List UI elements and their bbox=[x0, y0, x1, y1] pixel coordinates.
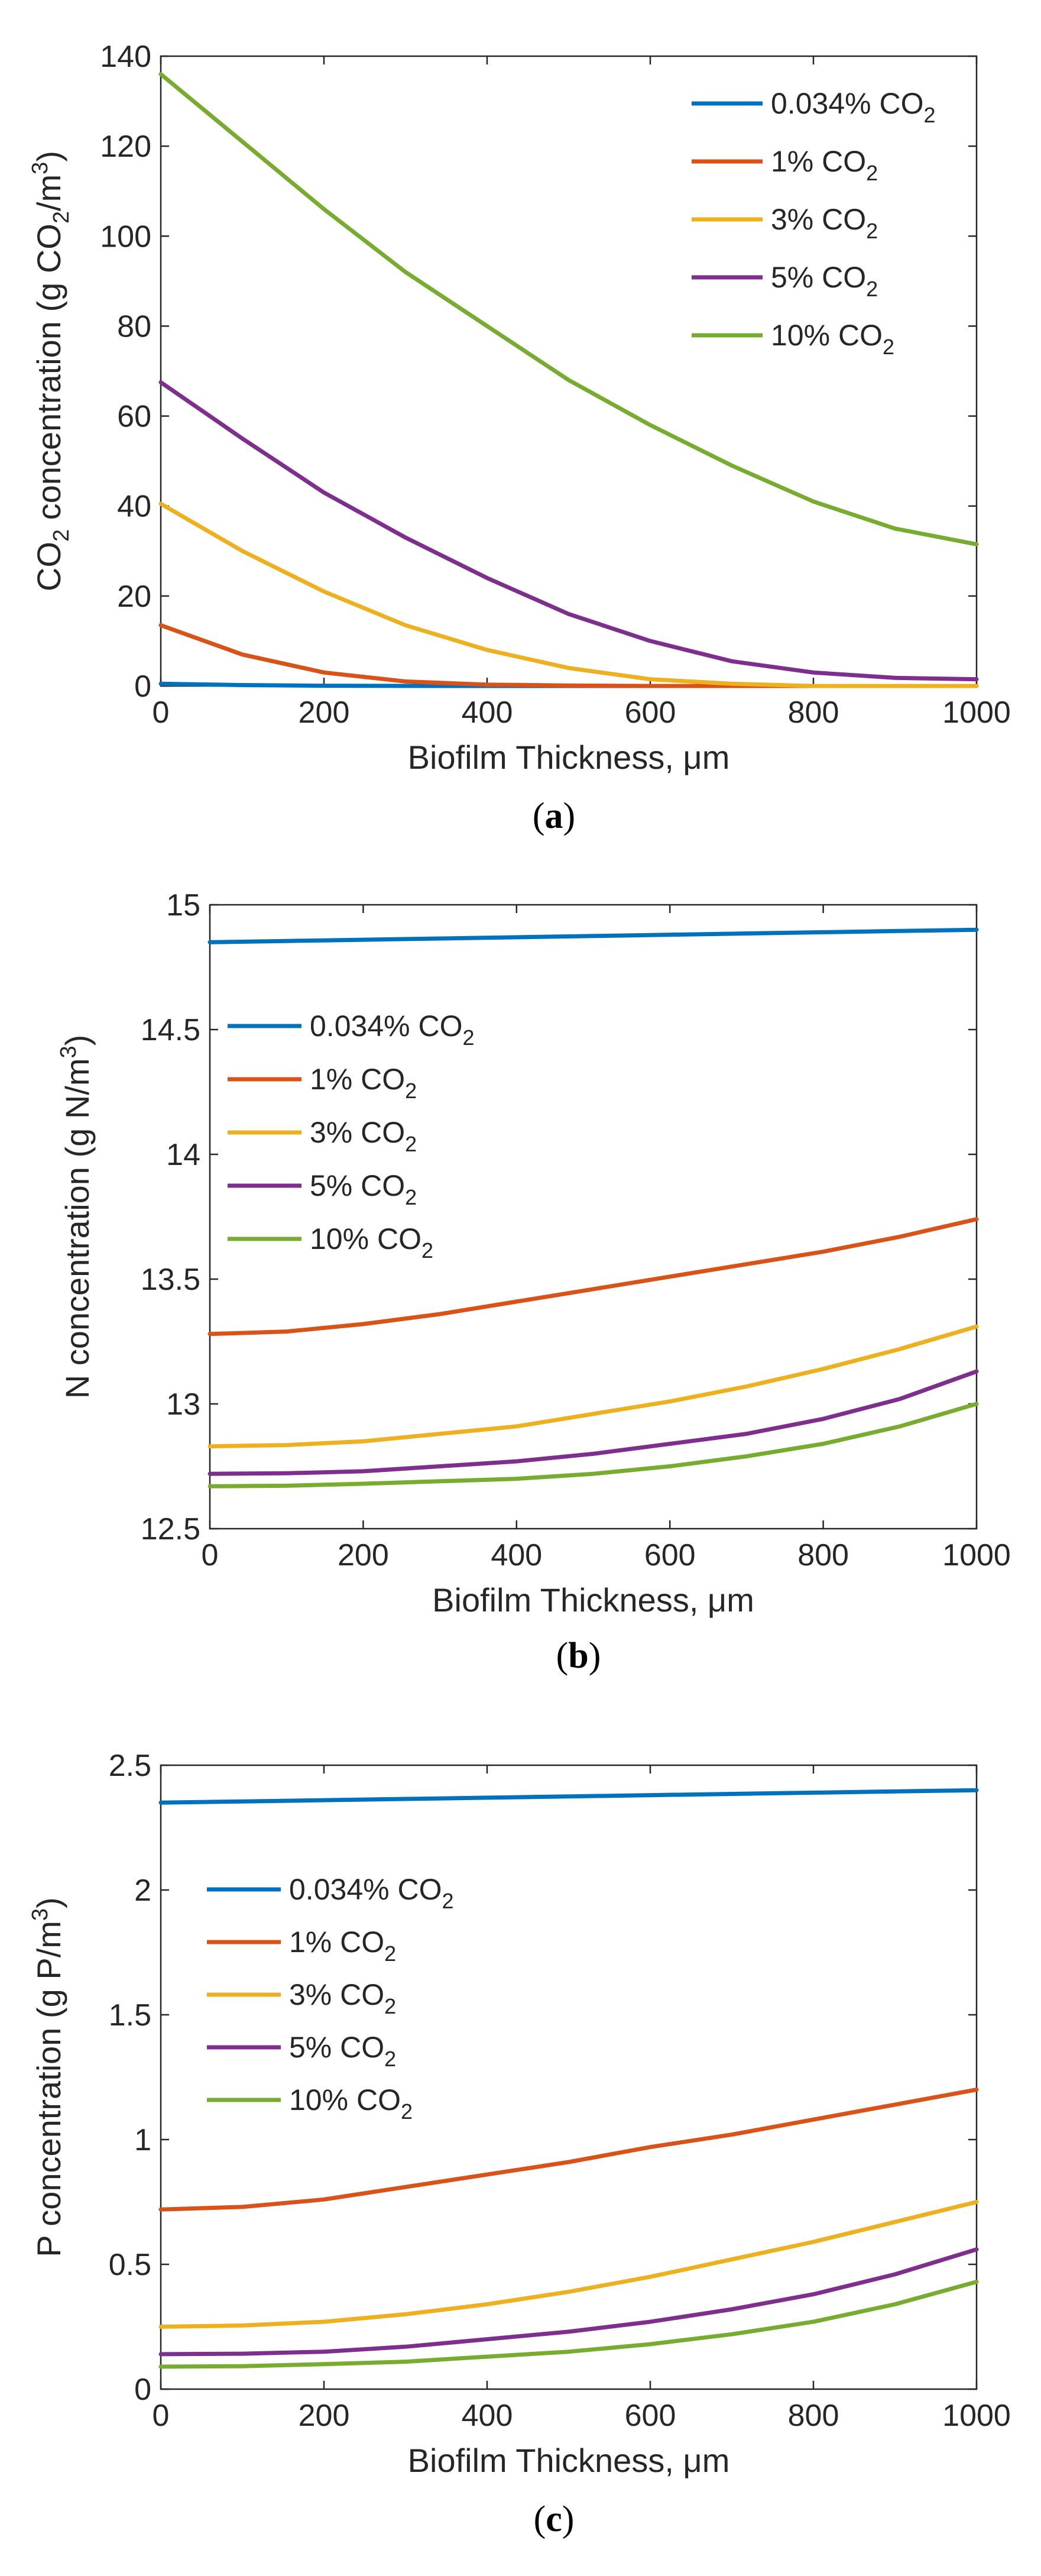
series-line-4 bbox=[158, 380, 979, 682]
legend-label-5: 10% CO2 bbox=[289, 2083, 413, 2124]
y-tick-label: 60 bbox=[117, 400, 151, 434]
x-tick-label: 200 bbox=[299, 695, 350, 730]
x-tick-label: 1000 bbox=[942, 695, 1011, 730]
series-line-1 bbox=[207, 927, 979, 944]
legend: 0.034% CO2 1% CO2 3% CO2 5% CO2 10% CO2 bbox=[692, 87, 936, 359]
legend-label-1: 0.034% CO2 bbox=[310, 1009, 475, 1050]
x-axis-label: Biofilm Thickness, μm bbox=[432, 1581, 754, 1619]
legend-label-5: 10% CO2 bbox=[310, 1222, 433, 1263]
legend-label-3: 3% CO2 bbox=[771, 203, 878, 243]
series-line-5 bbox=[158, 72, 979, 546]
y-tick-label: 100 bbox=[100, 219, 151, 254]
y-tick-label: 40 bbox=[117, 490, 151, 524]
legend-label-5: 10% CO2 bbox=[771, 319, 894, 359]
legend-label-1: 0.034% CO2 bbox=[771, 87, 936, 127]
legend-label-4: 5% CO2 bbox=[289, 2031, 396, 2071]
panel-caption: (b) bbox=[556, 1636, 601, 1676]
legend-label-2: 1% CO2 bbox=[310, 1063, 417, 1103]
y-tick-label: 2.5 bbox=[109, 1749, 151, 1783]
legend: 0.034% CO2 1% CO2 3% CO2 5% CO2 10% CO2 bbox=[207, 1873, 454, 2124]
y-tick-label: 14.5 bbox=[141, 1013, 200, 1047]
y-tick-label: 1 bbox=[134, 2123, 151, 2157]
panel-caption: (a) bbox=[533, 796, 575, 836]
x-tick-label: 200 bbox=[338, 1538, 389, 1572]
chart-panel-b: 0 200 400 600 800 1000 12.5 13 13.5 14 14.5 15 Biofi… bbox=[56, 888, 1011, 1676]
x-tick-label: 800 bbox=[788, 695, 839, 730]
x-tick-label: 1000 bbox=[942, 1538, 1011, 1572]
x-tick-label: 400 bbox=[462, 2399, 513, 2433]
series-line-3 bbox=[158, 2200, 979, 2329]
x-axis-label: Biofilm Thickness, μm bbox=[408, 2442, 730, 2479]
x-tick-label: 200 bbox=[299, 2399, 350, 2433]
legend: 0.034% CO2 1% CO2 3% CO2 5% CO2 10% CO2 bbox=[228, 1009, 475, 1263]
series-line-2 bbox=[207, 1217, 979, 1336]
y-tick-label: 20 bbox=[117, 580, 151, 614]
series-line-5 bbox=[207, 1402, 979, 1488]
y-axis-label: N concentration (g N/m3) bbox=[56, 1035, 96, 1399]
y-axis-label: P concentration (g P/m3) bbox=[28, 1897, 67, 2257]
legend-label-3: 3% CO2 bbox=[289, 1978, 396, 2018]
x-axis-label: Biofilm Thickness, μm bbox=[408, 739, 730, 776]
chart-panel-c: 0 200 400 600 800 1000 0 0.5 1 1.5 2 2.5 Biofilm Thi… bbox=[28, 1749, 1011, 2539]
y-tick-label: 0.5 bbox=[109, 2248, 151, 2282]
series-line-4 bbox=[207, 1369, 979, 1476]
y-tick-label: 13.5 bbox=[141, 1263, 200, 1297]
x-tick-label: 0 bbox=[153, 2399, 170, 2433]
x-tick-label: 400 bbox=[491, 1538, 542, 1572]
y-tick-label: 12.5 bbox=[141, 1512, 200, 1546]
series-line-3 bbox=[158, 501, 979, 688]
chart-panel-a: 0 200 400 600 800 1000 0 20 40 60 80 100 120 140 Biofi… bbox=[28, 40, 1011, 836]
x-tick-label: 0 bbox=[153, 695, 170, 730]
series-line-3 bbox=[207, 1324, 979, 1449]
x-tick-label: 800 bbox=[797, 1538, 849, 1572]
plot-area-frame bbox=[160, 1764, 978, 2390]
series-line-5 bbox=[158, 2280, 979, 2369]
legend-label-1: 0.034% CO2 bbox=[289, 1873, 454, 1913]
y-tick-label: 0 bbox=[134, 669, 151, 704]
plot-area-frame bbox=[209, 904, 978, 1530]
legend-label-4: 5% CO2 bbox=[771, 261, 878, 301]
x-tick-label: 600 bbox=[625, 695, 676, 730]
y-tick-label: 140 bbox=[100, 40, 151, 74]
y-tick-label: 2 bbox=[134, 1873, 151, 1908]
y-tick-label: 13 bbox=[166, 1387, 200, 1422]
y-tick-label: 0 bbox=[134, 2373, 151, 2407]
legend-label-2: 1% CO2 bbox=[289, 1925, 396, 1966]
panel-caption: (c) bbox=[534, 2499, 575, 2539]
x-tick-label: 1000 bbox=[942, 2399, 1011, 2433]
x-tick-label: 800 bbox=[788, 2399, 839, 2433]
y-tick-label: 15 bbox=[166, 888, 200, 923]
series-line-2 bbox=[158, 2088, 979, 2212]
legend-label-3: 3% CO2 bbox=[310, 1116, 417, 1156]
legend-label-2: 1% CO2 bbox=[771, 145, 878, 185]
series-line-4 bbox=[158, 2247, 979, 2357]
x-tick-label: 0 bbox=[202, 1538, 219, 1572]
x-tick-label: 600 bbox=[644, 1538, 696, 1572]
y-tick-label: 80 bbox=[117, 309, 151, 344]
y-axis-label: CO2 concentration (g CO2/m3) bbox=[28, 151, 74, 591]
y-tick-label: 120 bbox=[100, 130, 151, 164]
legend-label-4: 5% CO2 bbox=[310, 1169, 417, 1209]
y-tick-label: 1.5 bbox=[109, 1998, 151, 2033]
x-tick-label: 600 bbox=[625, 2399, 676, 2433]
x-tick-label: 400 bbox=[462, 695, 513, 730]
series-line-1 bbox=[158, 1788, 979, 1805]
y-tick-label: 14 bbox=[166, 1138, 200, 1172]
